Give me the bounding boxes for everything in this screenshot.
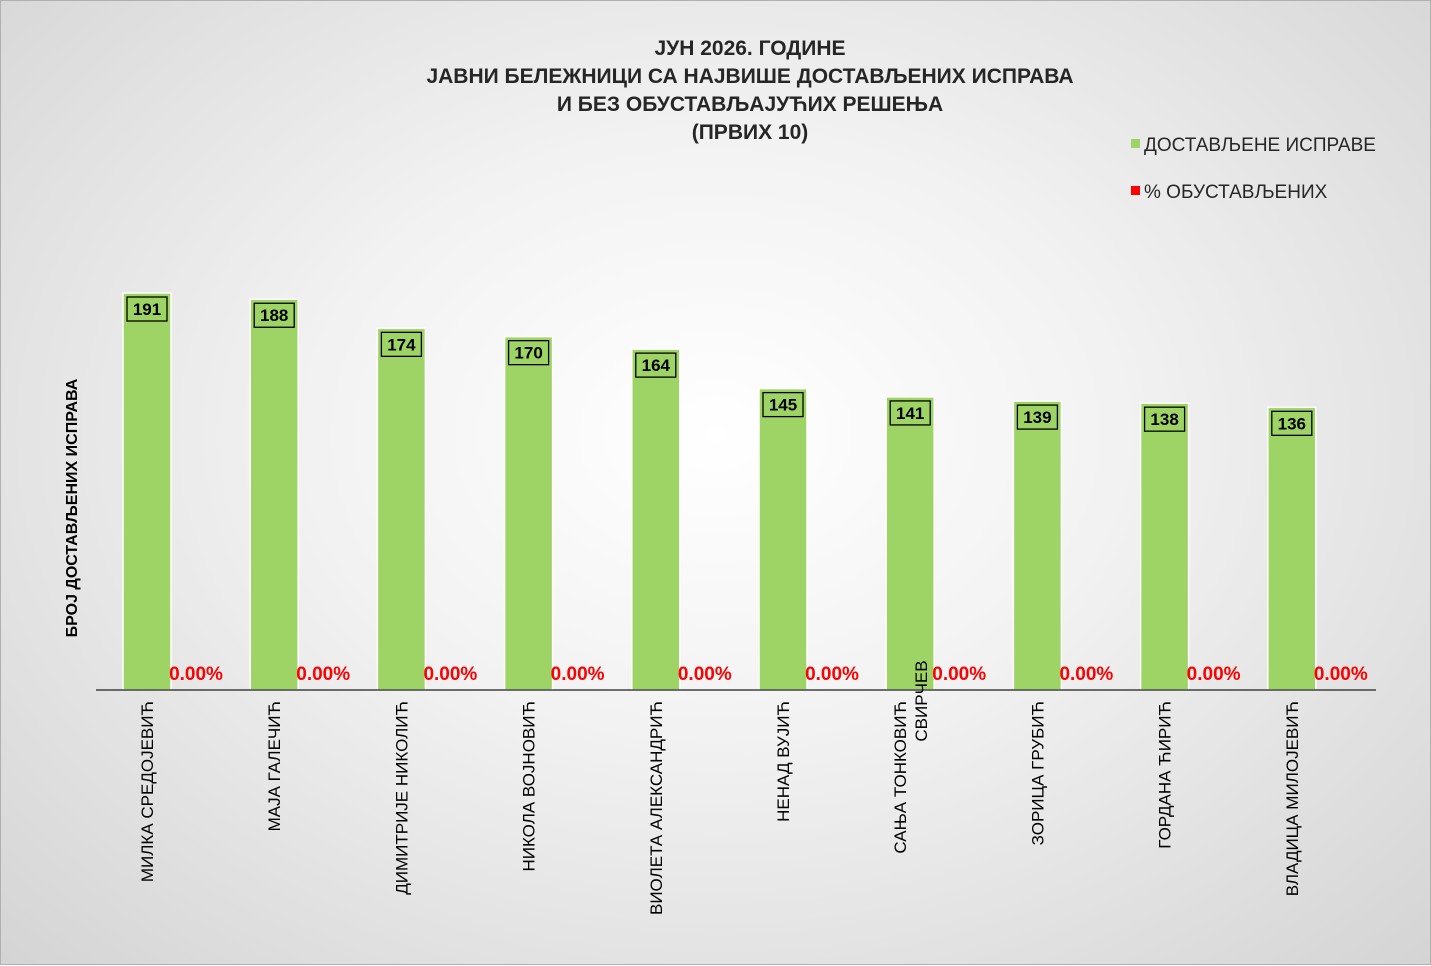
legend-label: ДОСТАВЉЕНЕ ИСПРАВЕ: [1144, 135, 1376, 156]
bar: [249, 298, 299, 691]
bar: [122, 292, 172, 691]
bar: [758, 387, 808, 691]
category-label: ВИОЛЕТА АЛЕКСАНДРИЋ: [647, 701, 666, 915]
data-label: 188: [260, 306, 288, 325]
category-label-line: МИЛКА СРЕДОЈЕВИЋ: [138, 701, 157, 882]
percent-label: 0.00%: [423, 664, 477, 685]
title-line: (ПРВИХ 10): [692, 121, 809, 144]
percent-label: 0.00%: [678, 664, 732, 685]
data-label: 139: [1023, 408, 1051, 427]
data-label: 174: [387, 335, 416, 354]
data-label: 141: [896, 404, 924, 423]
chart-title: ЈУН 2026. ГОДИНЕ ЈАВНИ БЕЛЕЖНИЦИ СА НАЈВИ…: [426, 37, 1073, 144]
y-axis-label: БРОЈ ДОСТАВЉЕНИХ ИСПРАВА: [64, 378, 81, 637]
data-label: 164: [642, 356, 671, 375]
bar: [503, 335, 554, 691]
category-label-line: МАЈА ГАЛЕЧИЋ: [265, 701, 284, 831]
data-label: 145: [769, 396, 797, 415]
percent-label: 0.00%: [551, 664, 605, 685]
percent-label: 0.00%: [1314, 664, 1368, 685]
percent-label: 0.00%: [805, 664, 859, 685]
category-label: НИКОЛА ВОЈНОВИЋ: [520, 701, 539, 872]
category-label-line: НЕНАД ВУЈИЋ: [774, 701, 793, 822]
legend-label: % ОБУСТАВЉЕНИХ: [1144, 182, 1328, 203]
data-label: 136: [1278, 414, 1306, 433]
data-label-box: [1271, 410, 1313, 436]
category-label-line: САЊА ТОНКОВИЋ: [891, 701, 910, 854]
bar: [1139, 402, 1190, 691]
category-label: МАЈА ГАЛЕЧИЋ: [265, 701, 284, 831]
bar: [1012, 400, 1063, 691]
category-label: ЗОРИЦА ГРУБИЋ: [1028, 701, 1047, 845]
data-label-box: [762, 391, 804, 418]
data-label-box: [1143, 406, 1186, 432]
data-label: 170: [514, 344, 542, 363]
category-label: НЕНАД ВУЈИЋ: [774, 701, 793, 822]
data-label: 191: [133, 300, 161, 319]
category-label: МИЛКА СРЕДОЈЕВИЋ: [138, 701, 157, 882]
bars: [122, 292, 1317, 691]
category-label: ВЛАДИЦА МИЛОЈЕВИЋ: [1283, 701, 1302, 896]
percent-label: 0.00%: [932, 664, 986, 685]
data-label-box: [380, 331, 423, 357]
percent-label: 0.00%: [1059, 664, 1113, 685]
title-line: ЈАВНИ БЕЛЕЖНИЦИ СА НАЈВИШЕ ДОСТАВЉЕНИХ И…: [426, 65, 1073, 88]
data-label-box: [1016, 404, 1059, 430]
data-label-box: [635, 352, 677, 378]
category-label: САЊА ТОНКОВИЋ СВИРЧЕВ: [891, 660, 931, 853]
y-axis-title: БРОЈ ДОСТАВЉЕНИХ ИСПРАВА: [64, 378, 81, 637]
legend-swatch: [1131, 186, 1140, 195]
title-line: ЈУН 2026. ГОДИНЕ: [654, 37, 845, 60]
percent-label: 0.00%: [1187, 664, 1241, 685]
category-label-line: ВИОЛЕТА АЛЕКСАНДРИЋ: [647, 701, 666, 915]
legend-swatch: [1131, 139, 1140, 148]
legend: ДОСТАВЉЕНЕ ИСПРАВЕ % ОБУСТАВЉЕНИХ: [1131, 135, 1376, 203]
category-label-line: ВЛАДИЦА МИЛОЈЕВИЋ: [1283, 701, 1302, 896]
category-label-line: НИКОЛА ВОЈНОВИЋ: [520, 701, 539, 872]
bar: [1267, 406, 1317, 691]
data-label-box: [126, 296, 168, 322]
category-labels: МИЛКА СРЕДОЈЕВИЋ МАЈА ГАЛЕЧИЋ ДИМИТРИЈЕ НИ…: [138, 660, 1302, 915]
bar: [631, 348, 681, 691]
category-label: ДИМИТРИЈЕ НИКОЛИЋ: [392, 701, 411, 895]
bar: [885, 396, 935, 691]
data-label-box: [507, 339, 550, 366]
category-label-line: ДИМИТРИЈЕ НИКОЛИЋ: [392, 701, 411, 895]
category-label-line: ЗОРИЦА ГРУБИЋ: [1028, 701, 1047, 845]
category-label-line: ГОРДАНА ЋИРИЋ: [1156, 701, 1175, 849]
category-label: ГОРДАНА ЋИРИЋ: [1156, 701, 1175, 849]
bar: [376, 327, 427, 691]
percent-label: 0.00%: [169, 664, 223, 685]
data-label-box: [889, 400, 931, 426]
data-labels: 191 0.00% 188 0.00% 174 0.00% 170 0.00% 164 0.00%…: [126, 296, 1368, 685]
category-label-line: СВИРЧЕВ: [912, 660, 931, 741]
data-label-box: [253, 302, 295, 328]
percent-label: 0.00%: [296, 664, 350, 685]
data-label: 138: [1150, 410, 1178, 429]
title-line: И БЕЗ ОБУСТАВЉАЈУЋИХ РЕШЕЊА: [557, 93, 943, 116]
